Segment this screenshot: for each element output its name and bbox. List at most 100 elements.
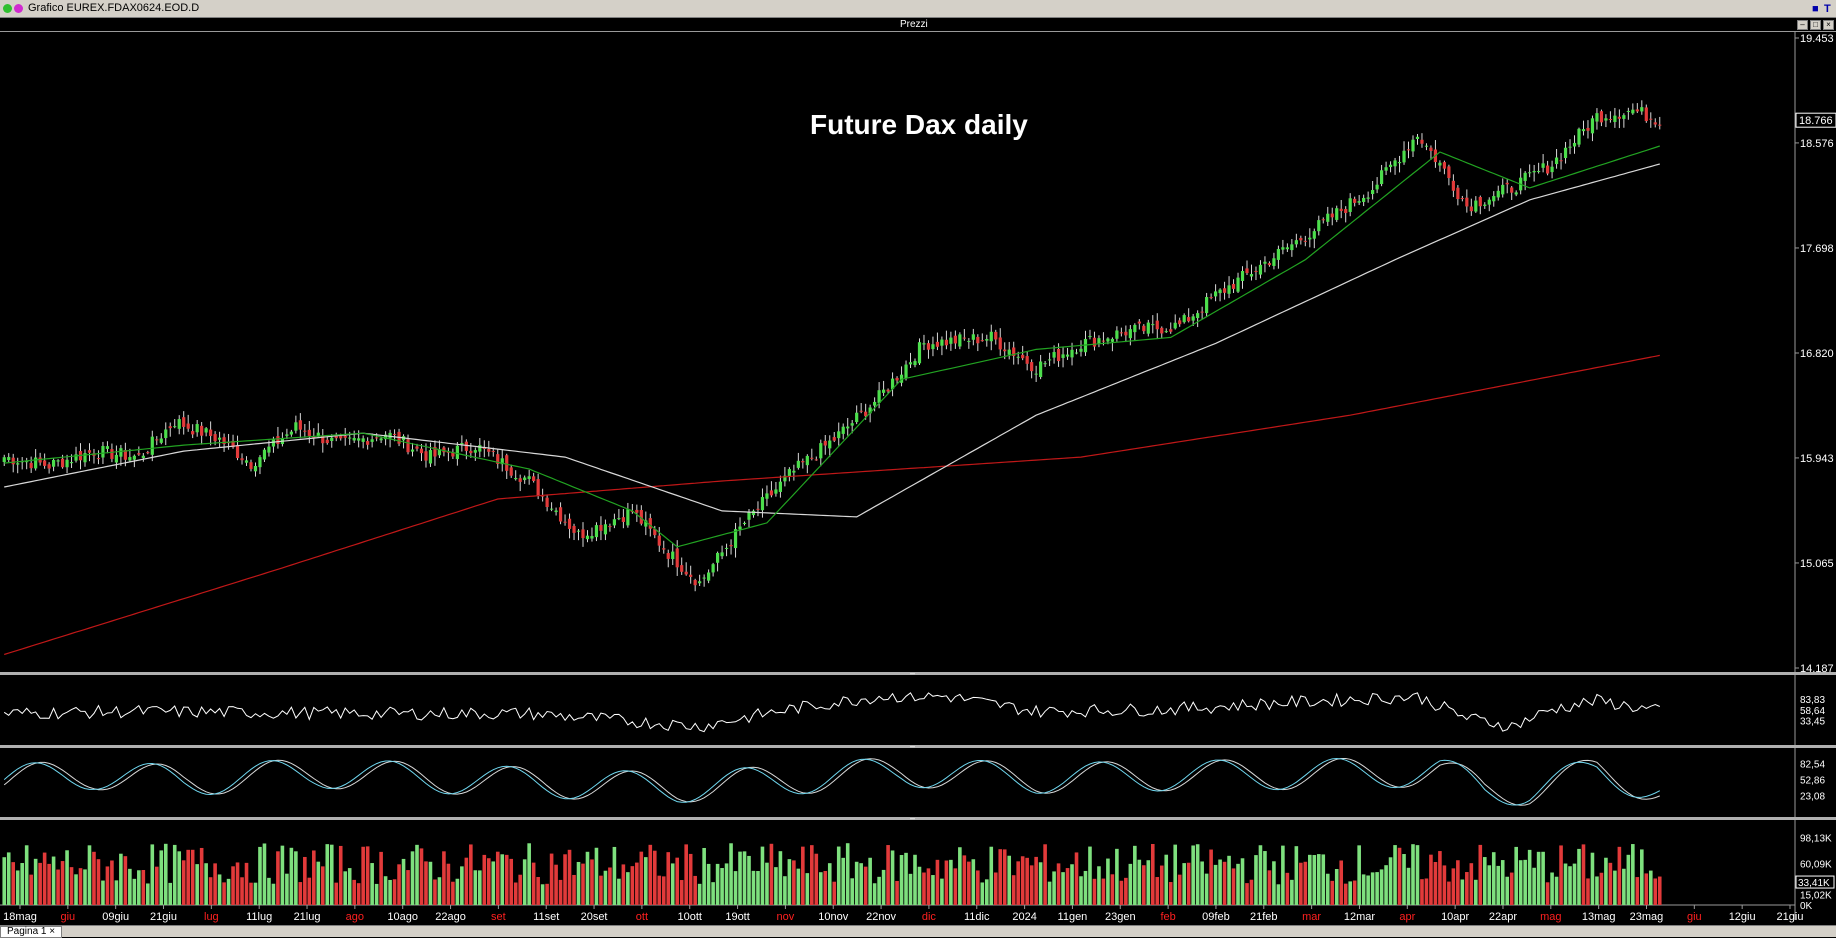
volume-pane-separator[interactable]: –	[0, 813, 1836, 823]
candle-up	[985, 339, 989, 341]
window-menu-icon[interactable]	[3, 4, 12, 13]
price-tick-label: 17.698	[1800, 243, 1834, 255]
volume-bar-up	[1361, 874, 1366, 905]
price-tick-label: 15.943	[1800, 453, 1834, 465]
volume-bar-down	[240, 877, 244, 905]
candle-down	[994, 331, 998, 340]
volume-bar-up	[119, 853, 123, 905]
text-tool-icon[interactable]: T	[1824, 3, 1831, 15]
candle-down	[801, 461, 805, 463]
volume-bar-up	[1563, 863, 1568, 905]
candle-down	[307, 429, 311, 436]
volume-bar-down	[199, 847, 204, 905]
volume-bar-up	[428, 861, 433, 905]
candle-up	[711, 564, 715, 573]
stochastic-pane-separator[interactable]: –	[0, 741, 1836, 751]
candle-up	[742, 522, 747, 525]
volume-bar-down	[1397, 847, 1402, 905]
volume-bar-down	[276, 851, 280, 905]
candle-up	[868, 407, 872, 414]
oscillator-line	[3, 692, 1661, 733]
candle-up	[1388, 164, 1393, 168]
volume-bar-down	[1029, 865, 1034, 905]
candle-down	[325, 439, 329, 444]
volume-bar-up	[1281, 845, 1285, 905]
volume-bar-up	[1218, 859, 1222, 905]
maximize-pane-button[interactable]: □	[1810, 20, 1821, 30]
candle-up	[1415, 136, 1420, 139]
volume-bar-down	[545, 883, 549, 905]
volume-bar-down	[675, 857, 680, 905]
oscillator-pane-separator[interactable]: –	[0, 668, 1836, 678]
candle-up	[1581, 129, 1586, 132]
close-pane-button[interactable]: ×	[1823, 20, 1834, 30]
candle-down	[886, 389, 890, 392]
volume-bar-up	[1370, 872, 1375, 905]
candle-down	[1101, 340, 1106, 342]
volume-bar-up	[1061, 872, 1065, 905]
window-titlebar: Grafico EUREX.FDAX0624.EOD.D ■ T	[0, 0, 1836, 18]
candle-up	[1528, 172, 1532, 174]
candle-down	[505, 455, 509, 471]
volume-bar-up	[778, 851, 783, 905]
volume-bar-down	[599, 875, 603, 905]
candle-up	[1501, 184, 1505, 195]
volume-bar-up	[329, 844, 334, 905]
candle-down	[518, 478, 522, 482]
volume-bar-up	[473, 870, 478, 905]
volume-bar-up	[940, 878, 944, 905]
candle-up	[388, 432, 392, 439]
candle-up	[1492, 196, 1496, 202]
candle-up	[1070, 349, 1074, 358]
volume-bar-down	[792, 860, 796, 905]
candle-down	[953, 335, 957, 344]
candle-down	[1339, 208, 1343, 212]
volume-bar-down	[810, 845, 814, 905]
candle-down	[1303, 240, 1307, 242]
page-tab[interactable]: Pagina 1 ×	[0, 926, 63, 938]
volume-bar-up	[253, 882, 258, 905]
candle-down	[1003, 349, 1007, 352]
volume-bar-up	[908, 873, 913, 905]
stochastic-tick-label: 82,54	[1800, 759, 1825, 770]
candle-down	[541, 495, 545, 497]
candle-down	[235, 445, 240, 459]
pane-options-icon[interactable]: ■	[1812, 3, 1819, 15]
candle-up	[1308, 237, 1312, 240]
volume-bar-up	[1357, 845, 1361, 905]
volume-bar-up	[6, 852, 11, 905]
minimize-pane-button[interactable]: –	[1797, 20, 1808, 30]
volume-bar-up	[711, 882, 715, 905]
candle-down	[558, 507, 563, 522]
volume-bar-up	[262, 843, 267, 905]
candle-down	[729, 545, 733, 547]
volume-bar-up	[195, 864, 199, 905]
candle-down	[464, 441, 468, 451]
candle-up	[1523, 172, 1527, 181]
candle-up	[1626, 110, 1630, 112]
volume-bar-up	[1500, 860, 1505, 905]
candle-down	[998, 337, 1002, 350]
volume-bar-down	[60, 861, 65, 905]
candle-up	[949, 337, 953, 344]
candle-up	[1397, 162, 1402, 164]
volume-bar-up	[1052, 871, 1056, 905]
candle-down	[1200, 311, 1204, 313]
candle-up	[877, 390, 881, 403]
candle-up	[1532, 171, 1536, 173]
volume-bar-down	[1267, 870, 1272, 905]
candle-down	[1178, 320, 1182, 325]
candle-down	[1025, 356, 1029, 364]
candle-down	[1599, 111, 1604, 123]
candle-up	[128, 457, 132, 461]
volume-bar-up	[841, 857, 846, 905]
candle-down	[657, 535, 661, 546]
volume-bar-down	[486, 858, 491, 905]
volume-bar-up	[760, 846, 765, 905]
volume-bar-down	[1617, 846, 1622, 905]
volume-bar-up	[1518, 860, 1523, 905]
volume-bar-down	[141, 869, 146, 905]
candle-up	[855, 412, 859, 423]
price-tick-label: 16.820	[1800, 348, 1834, 360]
